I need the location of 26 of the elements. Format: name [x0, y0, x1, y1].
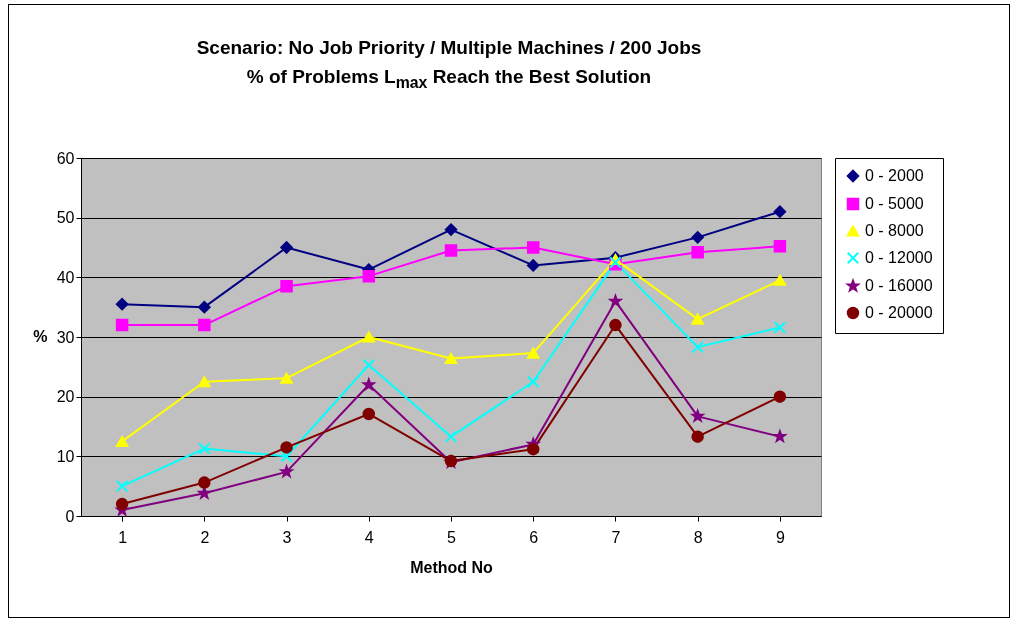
y-tick-label: 0 — [65, 507, 75, 525]
x-tick-label: 9 — [775, 528, 785, 546]
y-tick-label: 20 — [56, 388, 75, 406]
x-tick-label: 7 — [611, 528, 621, 546]
legend-label: 0 - 8000 — [865, 222, 924, 239]
legend-label: 0 - 20000 — [865, 304, 933, 321]
y-tick-label: 30 — [56, 328, 75, 346]
chart-title: Scenario: No Job Priority / Multiple Machines / 200 Jobs — [195, 36, 703, 60]
y-axis-title: % — [33, 327, 48, 345]
x-tick-label: 1 — [118, 528, 128, 546]
y-tick-label: 10 — [56, 447, 75, 465]
x-tick-label: 8 — [693, 528, 703, 546]
x-tick-label: 5 — [447, 528, 457, 546]
y-tick-label: 40 — [56, 268, 75, 286]
y-tick-label: 60 — [56, 149, 75, 167]
legend-label: 0 - 5000 — [865, 195, 924, 212]
x-axis-title: Method No — [410, 558, 494, 576]
x-tick-label: 2 — [200, 528, 210, 546]
x-tick-label: 3 — [282, 528, 292, 546]
legend-label: 0 - 16000 — [865, 277, 933, 294]
x-tick-label: 6 — [529, 528, 539, 546]
chart-subtitle: % of Problems L$_{max}$ Reach the Best Solution — [245, 65, 653, 93]
legend-label: 0 - 2000 — [865, 167, 924, 184]
y-tick-label: 50 — [56, 209, 75, 227]
x-tick-label: 4 — [364, 528, 374, 546]
legend-label: 0 - 12000 — [865, 249, 933, 266]
